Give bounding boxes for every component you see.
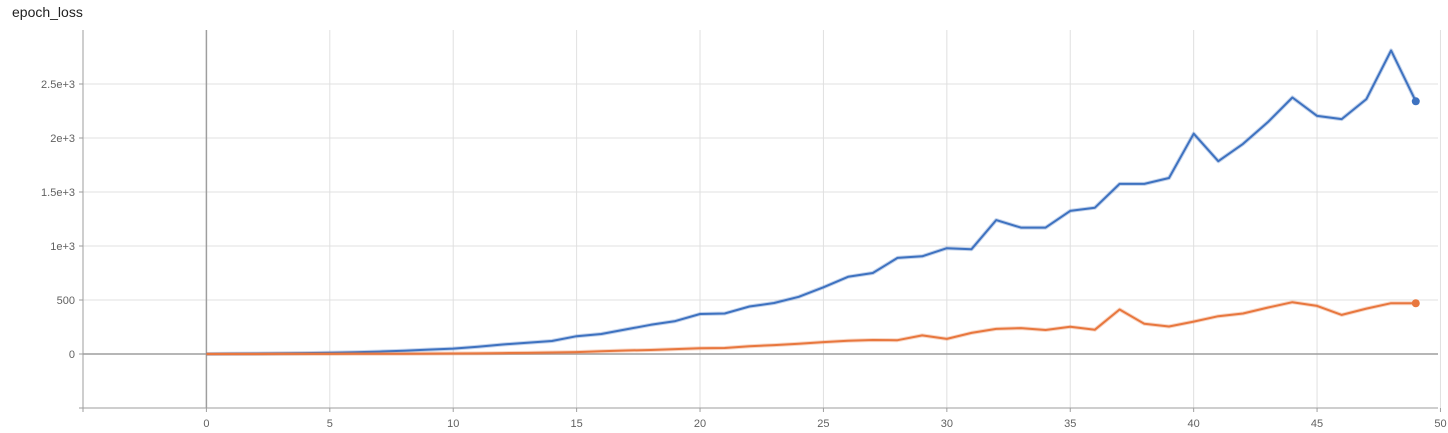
y-tick-label: 2e+3 — [50, 133, 75, 145]
x-tick-label: 5 — [327, 418, 333, 430]
y-tick-label: 1.5e+3 — [41, 187, 75, 199]
series-1-raw-line — [206, 300, 1416, 356]
x-tick-label: 50 — [1434, 418, 1446, 430]
series-1-line — [206, 301, 1416, 355]
x-tick-label: 35 — [1064, 418, 1076, 430]
series-0-raw-line — [206, 48, 1418, 356]
series-layer — [206, 48, 1420, 356]
x-tick-label: 40 — [1188, 418, 1200, 430]
tick-label-layer: 0 5 10 15 20 25 30 35 40 45 5005001e+31.5e+32e+32.… — [41, 79, 1447, 430]
y-tick-label: 0 — [69, 349, 75, 361]
series-0-end-point — [1411, 97, 1420, 106]
series-1-end-point — [1411, 299, 1420, 308]
x-tick-label: 10 — [447, 418, 459, 430]
x-tick-label: 30 — [941, 418, 953, 430]
y-tick-label: 2.5e+3 — [41, 79, 75, 91]
x-tick-label: 0 — [203, 418, 209, 430]
x-tick-label: 20 — [694, 418, 706, 430]
series-0-line — [206, 49, 1417, 355]
x-tick-label: 15 — [570, 418, 582, 430]
y-tick-label: 1e+3 — [50, 241, 75, 253]
chart-title: epoch_loss — [12, 4, 83, 20]
y-tick-label: 500 — [57, 295, 75, 307]
x-tick-label: 45 — [1311, 418, 1323, 430]
grid-layer — [83, 30, 1441, 408]
x-tick-label: 25 — [817, 418, 829, 430]
